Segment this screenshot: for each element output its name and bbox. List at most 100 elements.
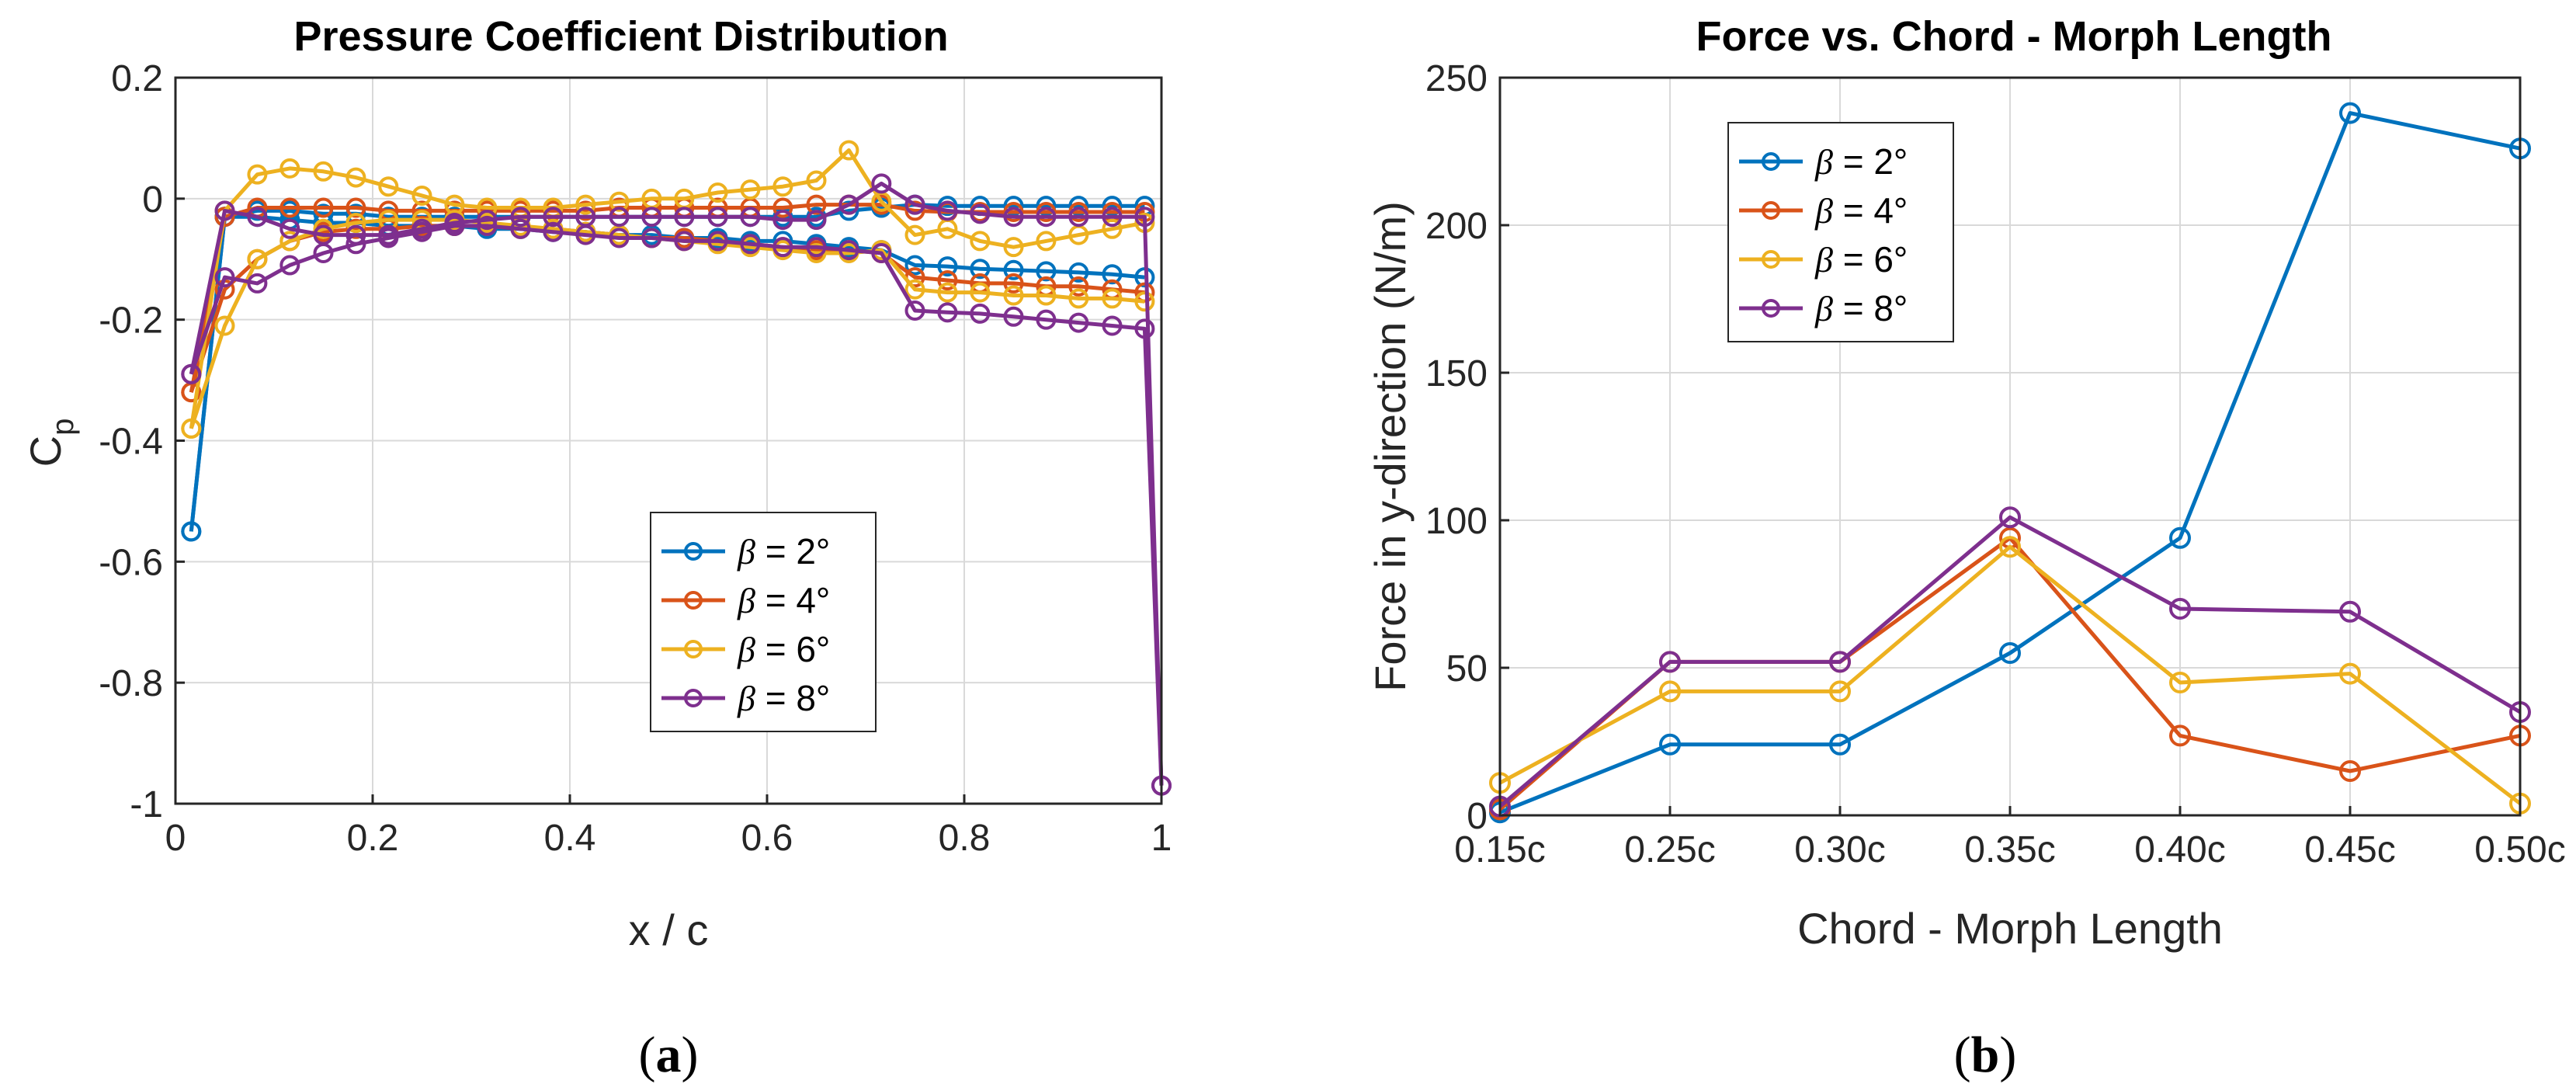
chart-a-data-point <box>1102 264 1123 285</box>
chart-a-data-point <box>313 242 334 263</box>
chart-a-pressure-coefficient: Pressure Coefficient Distribution 0 0.2 0.… <box>21 13 1172 1083</box>
chart-a-data-point <box>904 279 925 300</box>
chart-b-force-vs-chord: Force vs. Chord - Morph Length 0.15c 0.25… <box>1366 13 2566 1083</box>
chart-a-data-point <box>1036 196 1057 217</box>
chart-a-data-point <box>1134 207 1155 228</box>
chart-a-y-label-sub: p <box>46 419 80 436</box>
chart-b-legend-entry-3: β = 8° <box>1739 288 1908 328</box>
chart-a-legend-swatch-marker <box>684 591 703 610</box>
chart-b-series-line <box>1498 515 2522 808</box>
chart-a-data-point <box>181 418 202 439</box>
chart-b-data-point <box>1659 651 1681 673</box>
chart-b-axes-box <box>1498 76 2522 817</box>
chart-a-data-point <box>510 207 531 228</box>
chart-a-data-point <box>181 363 202 384</box>
chart-a-data-point <box>674 231 695 252</box>
chart-a-legend: β = 2°β = 4°β = 6°β = 8° <box>650 512 877 732</box>
chart-a-data-point <box>279 197 300 218</box>
chart-a-data-point <box>411 221 432 242</box>
chart-a-data-point <box>1134 291 1155 312</box>
chart-a-title: Pressure Coefficient Distribution <box>293 13 948 60</box>
chart-a-data-point <box>707 182 728 203</box>
chart-b-x-ticks: 0.15c 0.25c 0.30c 0.35c 0.40c 0.45c 0.50c <box>1454 806 2566 870</box>
chart-a-data-point <box>1003 207 1024 228</box>
chart-b-data-point <box>2339 760 2361 782</box>
chart-b-x-tick-label: 0.30c <box>1794 829 1885 870</box>
chart-a-data-point <box>279 218 300 239</box>
chart-b-data-point <box>2169 598 2191 620</box>
chart-a-data-point <box>806 170 827 191</box>
chart-b-y-tick-label: 250 <box>1425 58 1488 99</box>
chart-a-data-point <box>313 197 334 218</box>
chart-a-legend-entry-1: β = 4° <box>661 580 830 620</box>
chart-a-legend-box <box>650 512 877 732</box>
chart-b-data-point <box>2169 724 2191 747</box>
chart-b-data-point <box>2339 600 2361 623</box>
chart-a-data-point <box>937 200 958 221</box>
chart-b-legend-label: β = 2° <box>1814 141 1908 182</box>
chart-b-series-line <box>1499 111 2521 815</box>
chart-a-data-point <box>575 200 596 221</box>
chart-a-data-point <box>345 213 366 233</box>
chart-a-legend-swatch-marker <box>684 542 703 561</box>
chart-a-data-point <box>1068 288 1089 309</box>
chart-a-data-point <box>543 207 564 228</box>
chart-a-y-label-main: C <box>21 436 70 467</box>
chart-a-data-point <box>970 259 991 280</box>
chart-b-x-tick-label: 0.50c <box>2474 829 2565 870</box>
chart-b-legend-label: β = 4° <box>1814 190 1908 231</box>
chart-a-data-point <box>772 210 793 231</box>
chart-a-legend-beta: β <box>737 630 755 669</box>
chart-a-series-line <box>189 203 1145 532</box>
chart-a-legend-entry-0: β = 2° <box>661 531 830 572</box>
chart-a-x-tick-label: 0.8 <box>939 818 991 859</box>
chart-a-data-point <box>838 140 859 161</box>
chart-a-axes-box <box>174 76 1163 805</box>
chart-a-y-tick-label: -0.2 <box>99 301 163 342</box>
chart-a-data-point <box>575 224 596 245</box>
chart-a-data-point <box>641 207 662 228</box>
chart-a-y-tick-label: -0.6 <box>99 542 163 583</box>
chart-a-data-point <box>1003 259 1024 280</box>
chart-a-data-point <box>214 267 235 288</box>
chart-a-data-point <box>641 228 662 248</box>
chart-a-legend-beta: β <box>737 532 755 572</box>
chart-b-series-beta-6deg <box>1489 536 2531 815</box>
chart-a-x-tick-label: 0.2 <box>347 818 399 859</box>
chart-b-series-line <box>1498 544 2522 805</box>
chart-a-data-point <box>575 194 596 215</box>
chart-a-data-point <box>609 228 630 248</box>
chart-b-y-tick-label: 200 <box>1425 206 1488 247</box>
chart-b-series-beta-8deg <box>1489 506 2531 818</box>
chart-a-data-point <box>1102 196 1123 217</box>
chart-a-data-point <box>1102 218 1123 239</box>
chart-a-data-point <box>378 176 399 197</box>
chart-a-legend-swatch-marker <box>684 640 703 658</box>
chart-b-legend-swatch-marker <box>1762 250 1780 269</box>
chart-a-data-point <box>1003 285 1024 306</box>
chart-a-data-point <box>740 207 761 228</box>
chart-a-data-point <box>970 231 991 252</box>
chart-a-data-point <box>345 218 366 239</box>
chart-a-data-point <box>904 200 925 221</box>
chart-a-data-point <box>1036 285 1057 306</box>
chart-b-legend-swatch-marker <box>1762 299 1780 318</box>
chart-a-data-point <box>247 248 268 269</box>
chart-a-data-point <box>1036 207 1057 228</box>
chart-a-data-point <box>904 255 925 276</box>
chart-a-data-point <box>313 218 334 239</box>
chart-a-data-point <box>1068 262 1089 283</box>
chart-a-x-label: x / c <box>629 905 709 954</box>
chart-a-subfigure-label: (a) <box>639 1027 699 1083</box>
chart-a-data-point <box>707 207 728 228</box>
chart-b-data-point <box>1999 506 2021 529</box>
chart-a-data-point <box>806 194 827 215</box>
chart-b-legend-beta: β <box>1814 191 1833 231</box>
chart-a-legend-label: β = 2° <box>737 531 830 572</box>
chart-a-data-point <box>1068 196 1089 217</box>
chart-a-series-group <box>181 140 1172 796</box>
chart-a-data-point <box>806 210 827 231</box>
chart-a-data-point <box>937 282 958 303</box>
chart-a-data-point <box>345 197 366 218</box>
